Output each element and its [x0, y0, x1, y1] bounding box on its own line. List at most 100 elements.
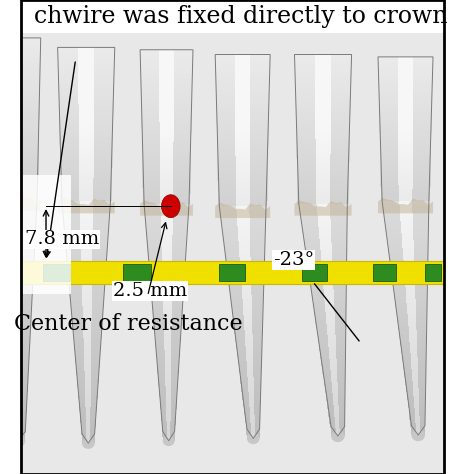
Polygon shape	[10, 148, 23, 151]
Polygon shape	[242, 292, 251, 295]
Polygon shape	[143, 191, 191, 193]
Polygon shape	[1, 272, 33, 275]
Polygon shape	[312, 297, 346, 301]
Polygon shape	[218, 181, 268, 183]
Polygon shape	[392, 275, 428, 279]
Polygon shape	[235, 330, 263, 334]
Polygon shape	[406, 287, 415, 291]
Polygon shape	[381, 199, 430, 201]
Bar	[12, 261, 461, 284]
Polygon shape	[216, 70, 270, 72]
Polygon shape	[315, 55, 331, 57]
Polygon shape	[397, 314, 427, 319]
Polygon shape	[74, 346, 100, 351]
Polygon shape	[388, 244, 428, 248]
Polygon shape	[379, 108, 432, 110]
Polygon shape	[328, 339, 336, 343]
Polygon shape	[216, 102, 269, 105]
Polygon shape	[0, 137, 39, 140]
Polygon shape	[326, 393, 345, 397]
Polygon shape	[245, 334, 253, 338]
Polygon shape	[58, 71, 114, 73]
Polygon shape	[406, 388, 426, 392]
Polygon shape	[246, 353, 253, 357]
Polygon shape	[216, 115, 269, 118]
Polygon shape	[140, 60, 193, 63]
Polygon shape	[249, 392, 254, 396]
Polygon shape	[398, 148, 413, 151]
Polygon shape	[381, 197, 430, 199]
Polygon shape	[296, 152, 350, 154]
Polygon shape	[61, 196, 112, 199]
Polygon shape	[246, 357, 253, 361]
Polygon shape	[378, 79, 433, 81]
Polygon shape	[141, 75, 192, 78]
Polygon shape	[78, 58, 94, 60]
Polygon shape	[243, 299, 252, 303]
Polygon shape	[81, 423, 96, 427]
Polygon shape	[160, 193, 173, 196]
Polygon shape	[10, 81, 23, 83]
Polygon shape	[235, 77, 250, 80]
Polygon shape	[247, 373, 254, 376]
Polygon shape	[80, 419, 96, 423]
Polygon shape	[328, 405, 345, 409]
Polygon shape	[10, 110, 23, 113]
Polygon shape	[141, 114, 192, 117]
Polygon shape	[316, 201, 330, 204]
Polygon shape	[149, 263, 185, 267]
Polygon shape	[407, 396, 426, 400]
Polygon shape	[216, 92, 269, 95]
Polygon shape	[0, 183, 38, 186]
Polygon shape	[0, 51, 40, 54]
Polygon shape	[14, 344, 21, 348]
Polygon shape	[13, 275, 22, 280]
Polygon shape	[85, 383, 91, 387]
Polygon shape	[316, 162, 330, 164]
Polygon shape	[141, 104, 192, 106]
Polygon shape	[235, 90, 250, 92]
Polygon shape	[10, 129, 23, 132]
Polygon shape	[294, 57, 352, 60]
Polygon shape	[160, 137, 173, 140]
Polygon shape	[236, 151, 250, 153]
Polygon shape	[398, 124, 413, 127]
Polygon shape	[405, 275, 415, 279]
Polygon shape	[147, 239, 187, 243]
Polygon shape	[297, 164, 349, 166]
Polygon shape	[79, 94, 94, 96]
Polygon shape	[315, 114, 331, 117]
Polygon shape	[78, 55, 94, 58]
Polygon shape	[403, 260, 414, 264]
Polygon shape	[315, 89, 331, 92]
Polygon shape	[141, 73, 192, 75]
Polygon shape	[0, 247, 35, 251]
Polygon shape	[398, 74, 413, 76]
Polygon shape	[78, 68, 94, 71]
Polygon shape	[12, 255, 22, 260]
Polygon shape	[11, 223, 22, 228]
Polygon shape	[140, 55, 193, 57]
Polygon shape	[328, 332, 336, 336]
Polygon shape	[78, 391, 98, 395]
Polygon shape	[398, 98, 413, 100]
Polygon shape	[398, 158, 413, 161]
Polygon shape	[243, 307, 252, 311]
Polygon shape	[146, 219, 188, 224]
Polygon shape	[159, 75, 174, 78]
Polygon shape	[215, 60, 270, 62]
Polygon shape	[12, 272, 22, 275]
Polygon shape	[164, 338, 172, 342]
Polygon shape	[406, 295, 415, 299]
Polygon shape	[252, 435, 255, 438]
Polygon shape	[84, 367, 91, 371]
Polygon shape	[10, 154, 23, 156]
Polygon shape	[309, 273, 346, 277]
Polygon shape	[10, 102, 23, 105]
Polygon shape	[402, 357, 426, 361]
Polygon shape	[159, 96, 173, 99]
Polygon shape	[0, 94, 40, 97]
Polygon shape	[9, 396, 27, 401]
Polygon shape	[410, 353, 418, 357]
Polygon shape	[60, 181, 112, 183]
